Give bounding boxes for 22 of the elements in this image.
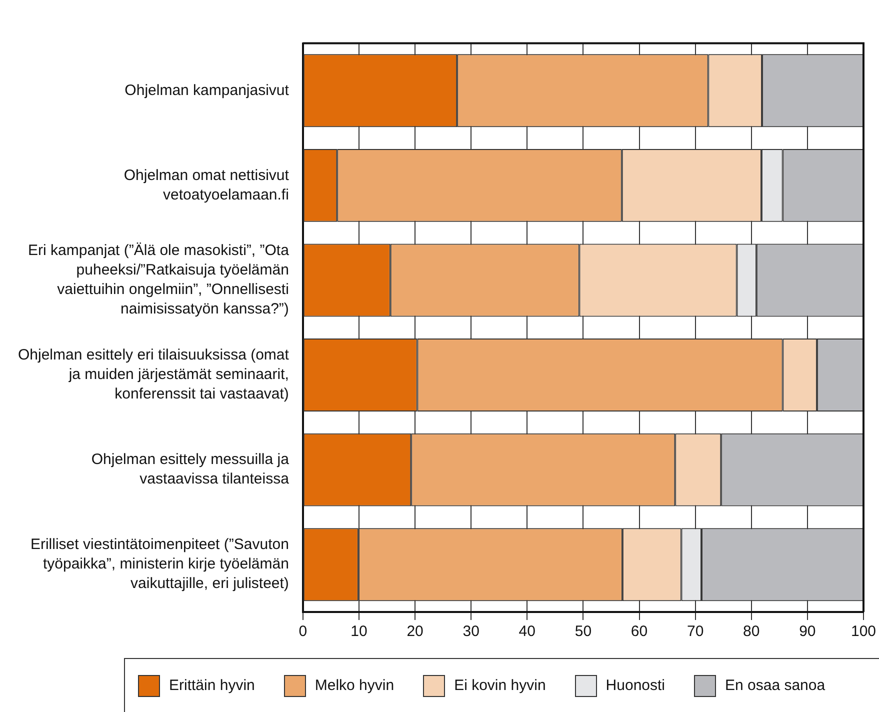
y-tick-label: Ohjelman omat nettisivut vetoatyoelamaan.fi: [124, 166, 290, 204]
x-tick-label: 70: [686, 623, 704, 640]
x-tick-label: 40: [518, 623, 536, 640]
x-tick-label: 90: [799, 623, 816, 640]
x-tick-label: 50: [574, 623, 592, 640]
x-tick-label: 30: [462, 623, 480, 640]
legend-label: En osaa sanoa: [725, 677, 826, 694]
x-tick-label: 60: [630, 623, 648, 640]
x-tick-label: 20: [406, 623, 424, 640]
y-tick-label: Ohjelman esittely messuilla ja vastaavissa tilanteissa: [91, 451, 290, 488]
x-tick-label: 80: [743, 623, 760, 640]
x-tick-label: 100: [850, 623, 876, 640]
legend-label: Huonosti: [606, 677, 665, 694]
y-tick-label: Ohjelman esittely eri tilaisuuksissa (omat ja muiden järjestämät seminaarit, konferenssit tai vastaavat): [18, 346, 290, 403]
y-tick-label: Eri kampanjat (”Älä ole masokisti”, ”Ota puheeksi/”Ratkaisuja työelämän vaiettuihin ongelmiin”, ”Onnellisesti naimisissatyön kanssa?”): [28, 242, 290, 318]
legend-label: Ei kovin hyvin: [454, 677, 546, 694]
y-tick-label: Ohjelman kampanjasivut: [124, 82, 290, 99]
y-tick-label: Erilliset viestintätoimenpiteet (”Savuton työpaikka”, ministerin kirje työelämän vaikuttajille, eri julisteet): [30, 536, 289, 592]
legend-label: Erittäin hyvin: [169, 677, 255, 694]
x-tick-label: 0: [298, 623, 308, 640]
x-tick-label: 10: [350, 623, 368, 640]
legend-label: Melko hyvin: [314, 677, 394, 694]
